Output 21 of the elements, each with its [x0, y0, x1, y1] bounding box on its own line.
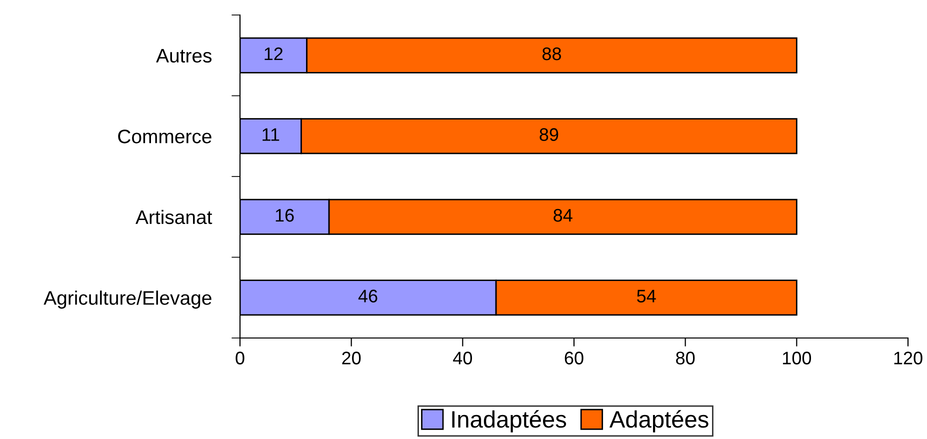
data-label: 11	[262, 128, 280, 141]
data-label: 88	[542, 47, 561, 60]
legend-label: Inadaptées	[452, 410, 566, 432]
y-tick-label: Commerce	[118, 130, 212, 144]
data-label: 16	[276, 208, 294, 222]
x-tick-label: 40	[453, 352, 472, 364]
x-tick-label: 80	[676, 352, 695, 364]
x-tick-label: 120	[894, 352, 922, 364]
y-tick-label: Autres	[156, 49, 212, 63]
x-tick-label: 20	[342, 352, 361, 364]
data-label: 89	[540, 128, 558, 141]
data-label: 46	[358, 290, 378, 302]
data-label: 54	[637, 290, 656, 302]
data-label: 12	[264, 47, 283, 60]
y-tick-label: Artisanat	[136, 210, 212, 224]
x-tick-label: 0	[236, 352, 244, 364]
y-tick-label: Agriculture/Elevage	[44, 290, 212, 309]
x-tick-label: 60	[564, 352, 584, 364]
x-tick-label: 100	[782, 352, 812, 364]
data-label: 84	[554, 208, 572, 222]
legend-label: Adaptées	[609, 410, 708, 432]
